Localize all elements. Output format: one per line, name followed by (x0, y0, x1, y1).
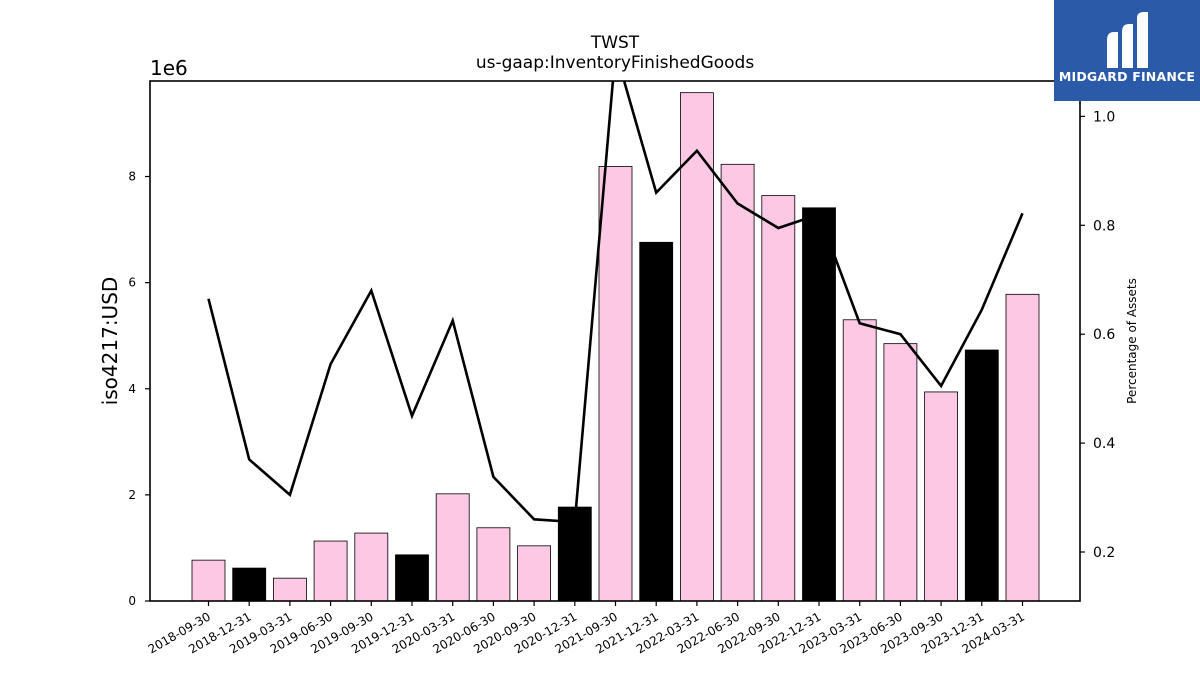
y-tick-label: 8 (128, 170, 136, 184)
y-tick-label: 2 (128, 488, 136, 502)
bar-2022-06-30 (720, 163, 755, 601)
bar-2024-03-31 (1005, 293, 1040, 601)
bar-2023-06-30 (883, 343, 918, 601)
bar-2019-12-31 (395, 554, 429, 601)
y2-tick-label: 0.8 (1093, 218, 1115, 234)
bar-2022-12-31 (802, 207, 836, 601)
bar-2021-09-30 (598, 166, 633, 601)
y-offset-label: 1e6 (150, 56, 188, 80)
logo-mark-icon (1107, 12, 1148, 68)
bar-2022-09-30 (761, 195, 796, 601)
bar-2018-12-31 (232, 567, 267, 601)
midgard-finance-logo: MIDGARD FINANCE (1054, 0, 1200, 101)
percentage-line (207, 81, 1024, 524)
y2-axis-label: Percentage of Assets (1125, 278, 1139, 404)
y-tick-label: 6 (128, 276, 136, 290)
bar-2021-12-31 (639, 241, 674, 601)
bar-2023-03-31 (842, 319, 877, 601)
y-tick-label: 0 (128, 594, 136, 608)
bar-2020-03-31 (435, 493, 470, 601)
bars-layer (191, 92, 1040, 601)
logo-text: MIDGARD FINANCE (1058, 69, 1196, 84)
chart-title: TWST (590, 33, 640, 53)
y2-tick-label: 0.2 (1093, 545, 1115, 561)
bar-2019-06-30 (313, 540, 348, 601)
bar-2018-09-30 (191, 559, 226, 601)
y-tick-label: 4 (128, 382, 136, 396)
bar-2023-12-31 (964, 349, 999, 601)
bar-2022-03-31 (680, 92, 714, 601)
bar-2019-03-31 (272, 577, 307, 601)
bar-2023-09-30 (924, 391, 958, 601)
y2-tick-label: 0.4 (1093, 436, 1115, 452)
chart-subtitle: us-gaap:InventoryFinishedGoods (476, 53, 755, 73)
line-layer (207, 81, 1024, 524)
bar-2020-09-30 (517, 545, 551, 601)
y2-tick-label: 1.0 (1093, 109, 1115, 125)
y2-tick-label: 0.6 (1093, 327, 1115, 343)
y-axis-label: iso4217:USD (98, 277, 122, 406)
bar-2019-09-30 (354, 532, 389, 601)
bar-2020-06-30 (476, 527, 511, 601)
